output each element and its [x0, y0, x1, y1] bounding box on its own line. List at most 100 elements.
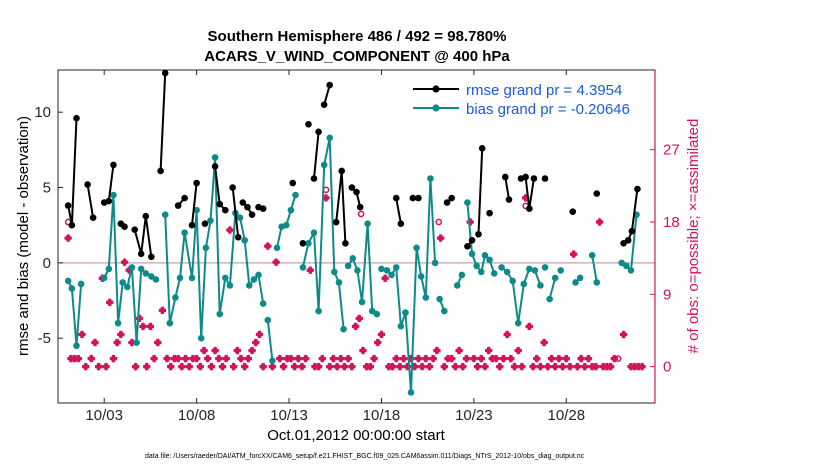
rmse-segment [133, 215, 153, 257]
bias-segment [548, 277, 557, 300]
obs-assimilated-marker [81, 362, 90, 371]
bias-point [105, 265, 113, 273]
rmse-point [68, 221, 76, 229]
obs-assimilated-marker [477, 354, 486, 363]
rmse-point [174, 202, 182, 209]
obs-marker-core [139, 322, 147, 331]
obs-assimilated-marker [74, 354, 83, 363]
obs-marker-core [344, 354, 353, 363]
bias-point [236, 214, 244, 221]
obs-marker-core [255, 330, 264, 339]
obs-assimilated-marker [392, 354, 401, 363]
obs-marker-core [203, 354, 212, 363]
rmse-segment [323, 84, 331, 105]
rmse-point [526, 205, 533, 212]
rmse-point [569, 208, 577, 215]
obs-assimilated-marker [279, 362, 288, 371]
bias-point [211, 154, 219, 161]
rmse-series [64, 69, 641, 261]
obs-possible-marker [614, 355, 622, 362]
obs-assimilated-marker [462, 354, 471, 363]
bias-point [453, 282, 461, 289]
obs-assimilated-marker [174, 354, 183, 363]
obs-marker-core [214, 354, 223, 363]
bias-point [422, 294, 430, 301]
bias-point [166, 319, 174, 327]
obs-marker-core [251, 338, 260, 347]
bias-point [407, 389, 415, 396]
bias-point [417, 273, 425, 280]
rmse-point [505, 196, 513, 203]
bias-point [68, 285, 76, 292]
bias-point [241, 236, 248, 244]
bias-point [335, 279, 343, 286]
obs-marker-core [233, 346, 242, 355]
obs-marker-core [447, 354, 456, 363]
obs-marker-core [177, 362, 186, 371]
obs-assimilated-marker [120, 258, 129, 267]
bias-point [546, 295, 553, 303]
obs-assimilated-marker [207, 362, 216, 371]
obs-assimilated-marker [286, 354, 295, 363]
bias-point [320, 161, 328, 169]
rmse-segment [313, 131, 320, 179]
obs-marker-core [336, 354, 345, 363]
obs-marker-core [492, 354, 501, 363]
obs-assimilated-marker [351, 322, 360, 331]
obs-assimilated-marker [451, 362, 460, 371]
obs-marker-core [318, 354, 327, 363]
rmse-point [105, 197, 113, 205]
bias-point [282, 221, 290, 229]
x-axis-label: Oct.01,2012 00:00:00 start [267, 427, 445, 444]
bias-point [264, 316, 272, 324]
bias-point [473, 262, 480, 270]
bias-point [397, 322, 405, 330]
obs-assimilated-marker [469, 354, 478, 363]
obs-marker-core [109, 354, 118, 363]
bias-point [588, 252, 596, 259]
rmse-point [131, 226, 139, 234]
bias-point [541, 264, 549, 271]
bias-point [176, 274, 184, 282]
obs-marker-core [366, 362, 375, 371]
bias-point [100, 274, 108, 282]
bias-point [490, 270, 498, 277]
obs-marker-core [192, 354, 201, 363]
bias-point [551, 274, 559, 282]
obs-assimilated-marker [275, 354, 284, 363]
obs-possible-marker [357, 210, 365, 218]
rmse-segment [477, 148, 484, 235]
obs-assimilated-marker [109, 354, 118, 363]
rmse-point [530, 175, 538, 182]
obs-assimilated-marker [333, 362, 342, 371]
rmse-point [464, 242, 471, 250]
obs-assimilated-marker [166, 362, 175, 371]
obs-assimilated-marker [492, 354, 501, 363]
obs-marker-core [185, 362, 194, 371]
rmse-point [299, 239, 307, 247]
bias-point [383, 267, 391, 274]
obs-assimilated-marker [78, 330, 86, 339]
bias-point [287, 206, 295, 214]
bias-point [623, 262, 630, 270]
bias-point [73, 342, 80, 350]
rmse-segment [159, 72, 167, 172]
obs-assimilated-marker [153, 338, 162, 347]
rmse-point [229, 184, 236, 191]
rmse-point [201, 220, 209, 227]
obs-marker-core [81, 362, 90, 371]
obs-marker-core [181, 354, 190, 363]
rmse-point [468, 236, 476, 244]
obs-assimilated-marker [196, 362, 205, 371]
bias-point [440, 307, 448, 315]
obs-assimilated-marker [432, 346, 441, 355]
obs-marker-core [200, 346, 208, 355]
rmse-point [332, 218, 340, 226]
obs-marker-core [272, 258, 281, 267]
obs-marker-core [469, 354, 478, 363]
obs-marker-core [105, 298, 114, 307]
rmse-point [161, 69, 169, 77]
obs-marker-core [473, 362, 482, 371]
obs-assimilated-marker [113, 338, 122, 347]
obs-assimilated-marker [139, 322, 147, 331]
